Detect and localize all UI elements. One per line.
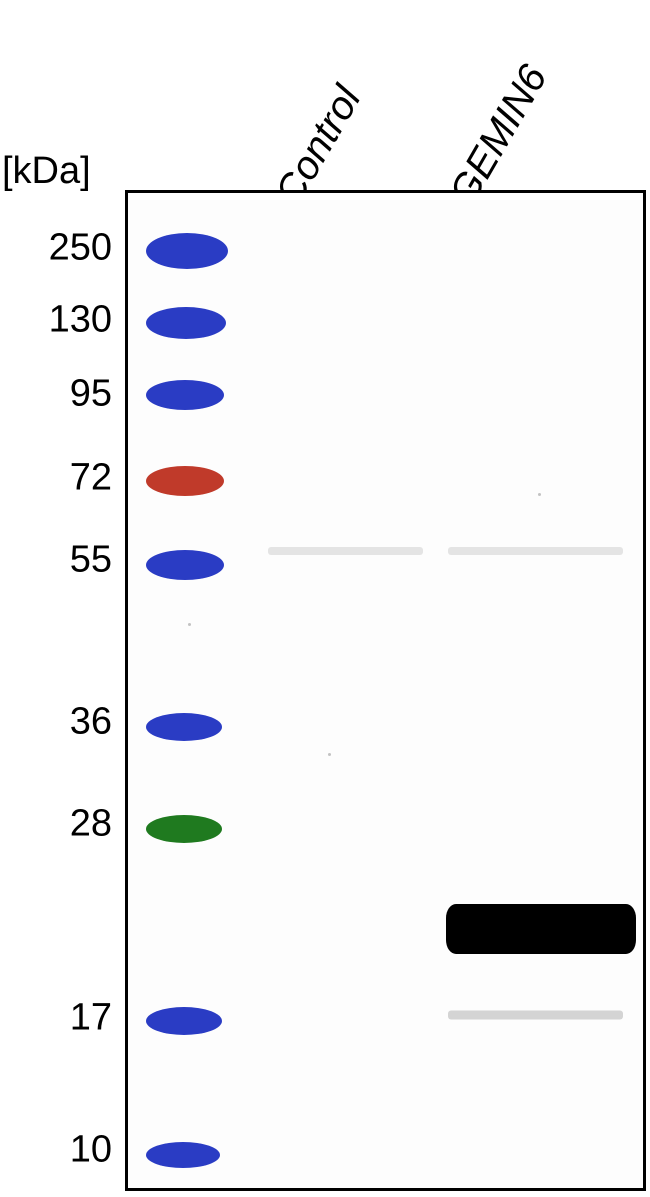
blot-frame [125, 190, 646, 1191]
ladder-band-17 [146, 1007, 222, 1035]
axis-title-kda: [kDa] [2, 150, 91, 193]
noise-dot [188, 623, 191, 626]
tick-36: 36 [12, 701, 112, 744]
ladder-band-36 [146, 713, 222, 741]
ladder-band-10 [146, 1142, 220, 1168]
tick-130: 130 [12, 299, 112, 342]
ladder-band-55 [146, 550, 224, 580]
noise-dot [538, 493, 541, 496]
tick-95: 95 [12, 373, 112, 416]
band-gemin6-22kda-strong [446, 904, 636, 954]
ladder-band-95 [146, 380, 224, 410]
ladder-band-250 [146, 233, 228, 269]
tick-55: 55 [12, 539, 112, 582]
tick-10: 10 [12, 1129, 112, 1172]
ladder-band-28 [146, 815, 222, 843]
ladder-band-72 [146, 466, 224, 496]
band-gemin6-58kda [448, 547, 623, 555]
band-control-58kda [268, 547, 423, 555]
western-blot-figure: [kDa] Control GEMIN6 250 130 95 72 55 36… [0, 0, 650, 1197]
ladder-band-130 [146, 307, 226, 339]
tick-28: 28 [12, 803, 112, 846]
band-gemin6-17kda-weak [448, 1011, 623, 1020]
noise-dot [328, 753, 331, 756]
tick-250: 250 [12, 227, 112, 270]
tick-17: 17 [12, 997, 112, 1040]
tick-72: 72 [12, 457, 112, 500]
